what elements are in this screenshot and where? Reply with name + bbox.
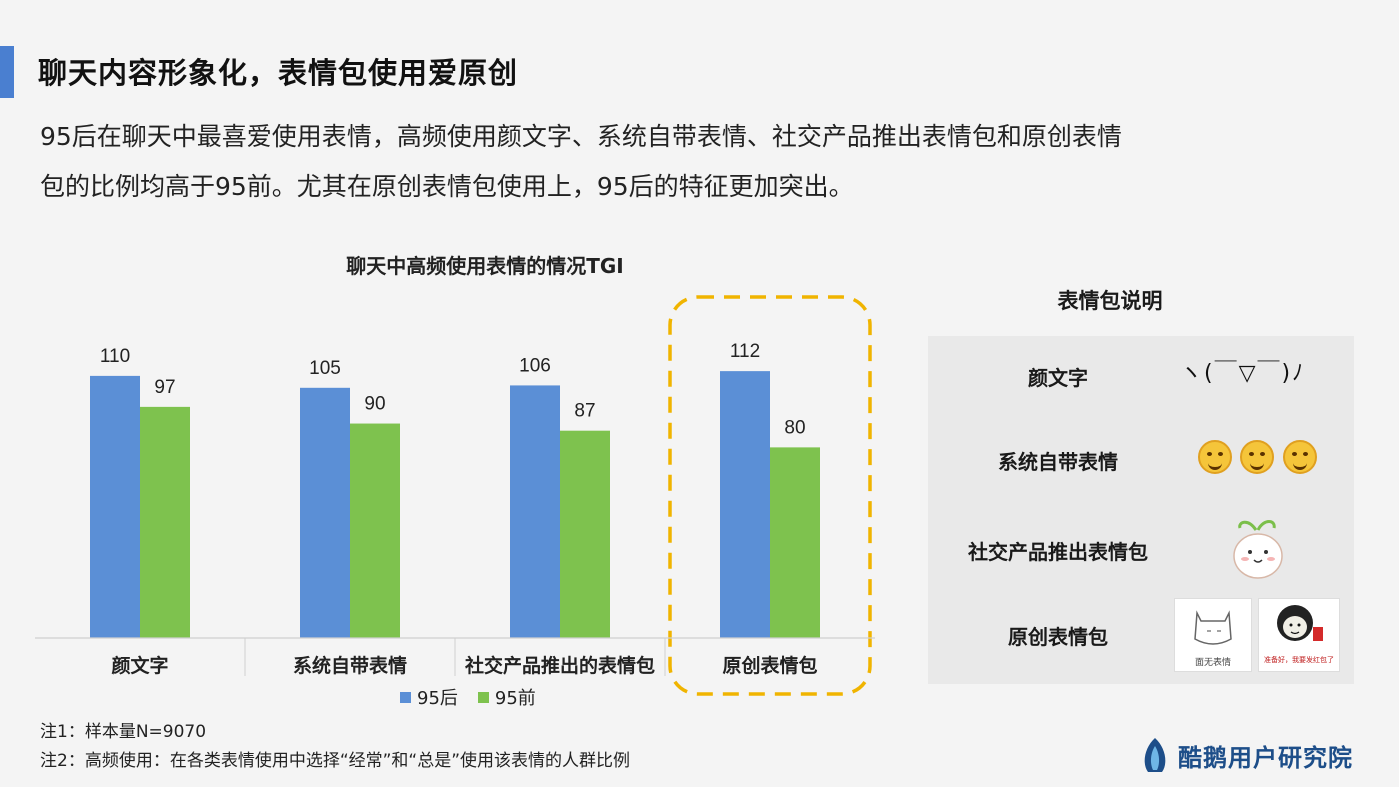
panel-row-label-system-emoji: 系统自带表情 bbox=[998, 450, 1118, 474]
sprout-sticker-icon bbox=[1233, 520, 1283, 579]
bar-s1-c2 bbox=[560, 430, 610, 638]
panel-row-label-social-stickers: 社交产品推出表情包 bbox=[968, 540, 1148, 564]
sticker-cat-blank-face: 面无表情 bbox=[1174, 598, 1252, 672]
data-label-s1-c0: 97 bbox=[154, 377, 175, 398]
bar-s1-c1 bbox=[350, 423, 400, 638]
bar-s0-c1 bbox=[300, 387, 350, 638]
smiling-emoji-icon bbox=[1283, 440, 1317, 474]
brand-logo: 酷鹅用户研究院 bbox=[1138, 736, 1353, 774]
penguin-logo-icon bbox=[1144, 738, 1166, 772]
data-label-s0-c2: 106 bbox=[519, 355, 551, 376]
legend-label-95hou: 95后 bbox=[417, 688, 458, 709]
data-label-s0-c0: 110 bbox=[100, 346, 130, 367]
laughing-emoji-icon bbox=[1198, 440, 1232, 474]
category-label-1: 系统自带表情 bbox=[293, 654, 407, 677]
subtitle-line-2: 包的比例均高于95前。尤其在原创表情包使用上，95后的特征更加突出。 bbox=[40, 172, 854, 201]
bar-s1-c3 bbox=[770, 447, 820, 638]
data-label-s1-c2: 87 bbox=[574, 401, 595, 422]
bar-s1-c0 bbox=[140, 406, 190, 638]
data-label-s0-c3: 112 bbox=[730, 341, 760, 362]
legend-item-95hou: 95后 bbox=[400, 684, 458, 710]
chart-legend: 95后 95前 bbox=[400, 684, 536, 710]
category-label-3: 原创表情包 bbox=[722, 654, 817, 677]
grinning-emoji-icon bbox=[1240, 440, 1274, 474]
legend-swatch-95hou bbox=[400, 691, 411, 703]
bar-s0-c0 bbox=[90, 375, 140, 638]
page-subtitle: 95后在聊天中最喜爱使用表情，高频使用颜文字、系统自带表情、社交产品推出表情包和… bbox=[40, 112, 1340, 212]
footnote-2: 注2：高频使用：在各类表情使用中选择“经常”和“总是”使用该表情的人群比例 bbox=[40, 751, 631, 771]
meme-sticker-icon bbox=[1277, 605, 1323, 641]
sticker-meme-red-envelope: 准备好，我要发红包了 bbox=[1258, 598, 1340, 672]
legend-swatch-95qian bbox=[477, 691, 489, 703]
logo-text: 酷鹅用户研究院 bbox=[1178, 743, 1353, 772]
panel-row-label-original-stickers: 原创表情包 bbox=[1008, 625, 1108, 649]
category-label-2: 社交产品推出的表情包 bbox=[464, 654, 655, 677]
footnotes: 注1：样本量N=9070 注2：高频使用：在各类表情使用中选择“经常”和“总是”… bbox=[40, 718, 630, 776]
sticker-caption-2: 准备好，我要发红包了 bbox=[1264, 656, 1334, 664]
legend-item-95qian: 95前 bbox=[477, 684, 536, 710]
legend-label-95qian: 95前 bbox=[494, 688, 536, 709]
cat-sticker-icon bbox=[1194, 610, 1232, 645]
bar-s0-c2 bbox=[510, 385, 560, 638]
data-label-s0-c1: 105 bbox=[309, 358, 341, 379]
emoji-panel-title: 表情包说明 bbox=[1057, 289, 1163, 313]
data-label-s1-c3: 80 bbox=[784, 417, 805, 438]
kaomoji-example: ヽ(￣▽￣)ﾉ bbox=[1180, 361, 1306, 386]
data-label-s1-c1: 90 bbox=[364, 394, 385, 415]
page-title: 聊天内容形象化，表情包使用爱原创 bbox=[38, 56, 519, 90]
footnote-1: 注1：样本量N=9070 bbox=[40, 722, 207, 742]
sticker-caption-1: 面无表情 bbox=[1194, 658, 1231, 668]
panel-row-label-kaomoji: 颜文字 bbox=[1028, 366, 1088, 390]
title-accent-bar bbox=[0, 46, 14, 98]
chart-title: 聊天中高频使用表情的情况TGI bbox=[346, 254, 624, 278]
bar-s0-c3 bbox=[720, 371, 770, 638]
subtitle-line-1: 95后在聊天中最喜爱使用表情，高频使用颜文字、系统自带表情、社交产品推出表情包和… bbox=[40, 122, 1122, 151]
category-label-0: 颜文字 bbox=[111, 654, 168, 677]
